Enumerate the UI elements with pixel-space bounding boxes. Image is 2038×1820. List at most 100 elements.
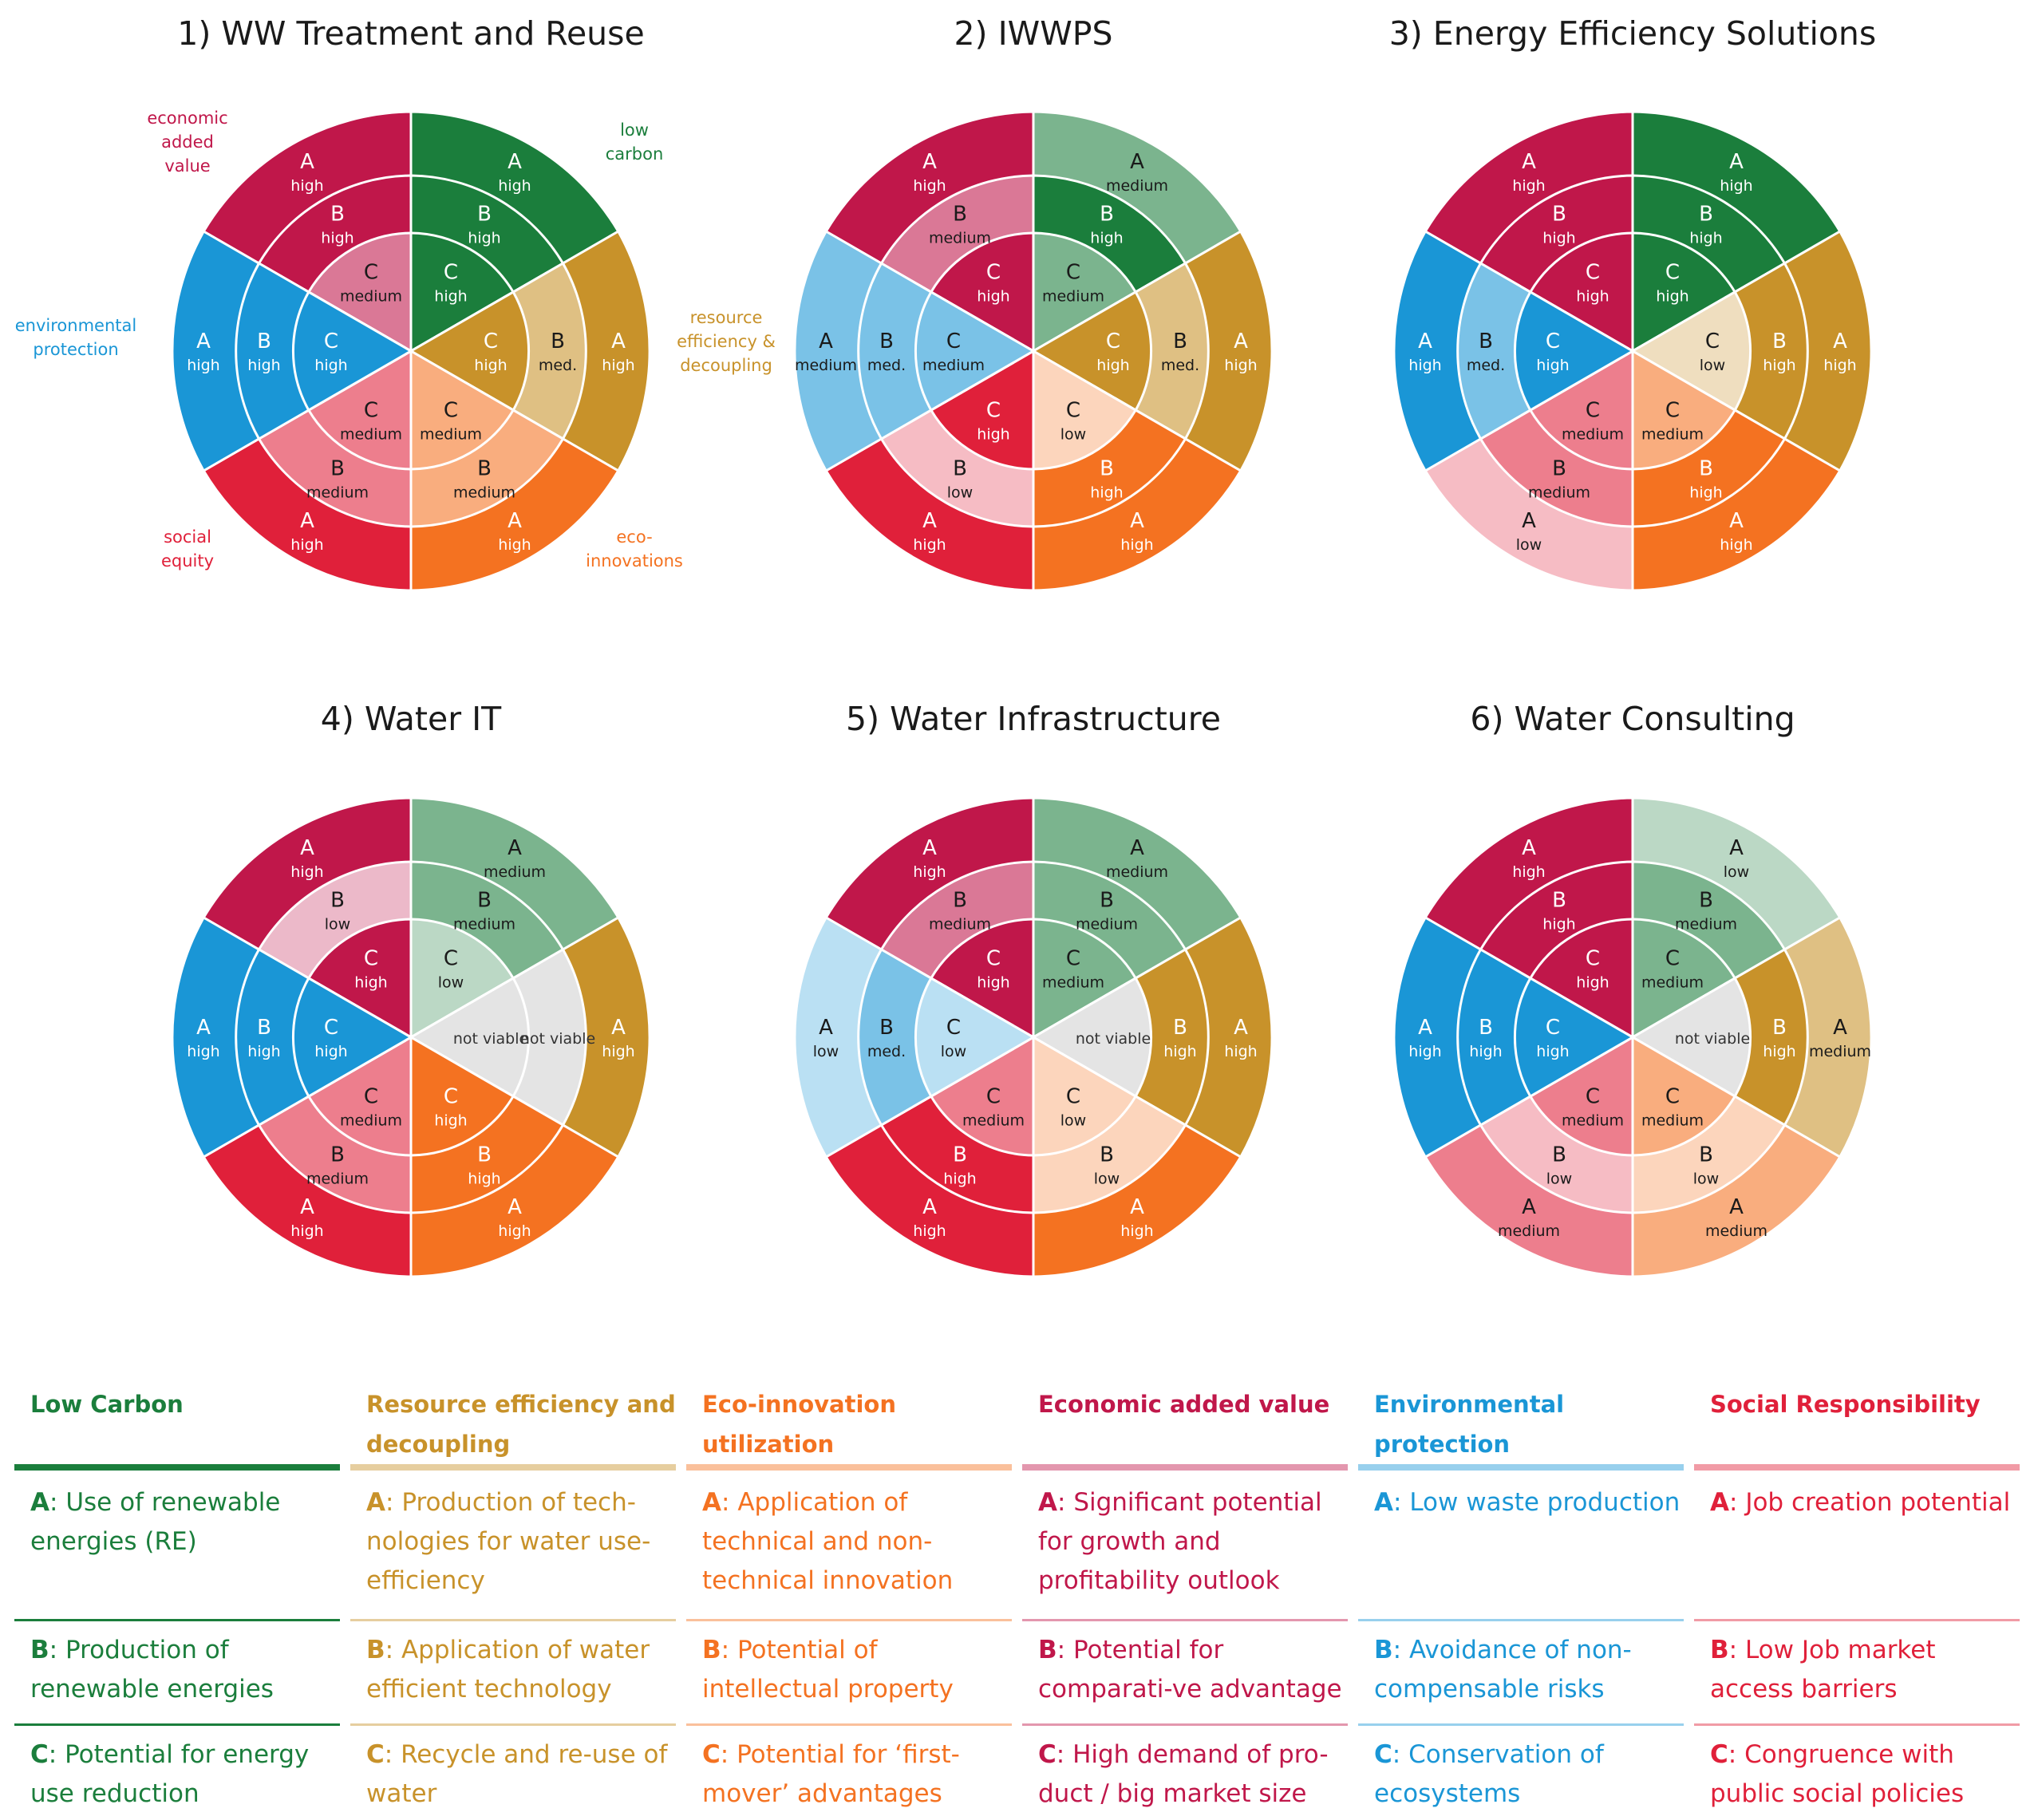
segment-letter: B (1699, 1143, 1713, 1167)
category-label-resource: resource efficiency & decoupling (677, 308, 776, 375)
legend-letter: C (1374, 1740, 1392, 1769)
segment-letter: A (508, 150, 522, 174)
petal-segment-c (1631, 918, 1737, 1040)
segment-level: high (247, 357, 280, 374)
legend-text: Low Job market access barriers (1710, 1636, 1936, 1704)
segment-level: high (913, 863, 946, 881)
legend-letter: B (1374, 1636, 1393, 1664)
segment-letter: A (1729, 150, 1744, 174)
petal-resource (1629, 229, 1873, 473)
segment-level: low (1546, 1170, 1572, 1187)
segment-letter: B (330, 456, 345, 480)
petal-low-carbon (1032, 110, 1242, 353)
segment-level: medium (306, 484, 369, 501)
legend-item-a: A: Use of renewable energies (RE) (30, 1488, 281, 1556)
petal-segment-c (306, 349, 413, 471)
legend-letter: C (30, 1740, 49, 1769)
legend-letter: A (1038, 1488, 1057, 1517)
petal-segment-c (1032, 231, 1138, 353)
segment-level: medium (1641, 426, 1704, 444)
petal-segment-c (291, 976, 414, 1099)
segment-level: medium (1562, 426, 1624, 444)
legend-item-b: B: Production of renewable energies (30, 1636, 274, 1704)
segment-level: high (1096, 357, 1129, 374)
segment-level: high (1120, 536, 1153, 554)
segment-level: low (1060, 1112, 1086, 1130)
segment-letter: A (508, 509, 522, 533)
legend-letter: C (1710, 1740, 1728, 1769)
segment-letter: C (1705, 330, 1720, 353)
segment-level: med. (1467, 357, 1505, 374)
legend-item-a: A: Job creation potential (1710, 1488, 2011, 1517)
category-label-low-carbon: low carbon (606, 120, 664, 164)
segment-level: medium (1042, 973, 1104, 991)
segment-letter: C (1586, 1085, 1600, 1109)
segment-level: low (813, 1043, 839, 1060)
legend-rule (1694, 1464, 2020, 1471)
legend-item-b: B: Avoidance of non-compensable risks (1374, 1636, 1632, 1704)
segment-level: high (977, 426, 1009, 444)
segment-level: high (187, 1043, 219, 1060)
segment-level: medium (795, 357, 857, 374)
petal-economic (202, 110, 413, 353)
segment-level: high (1576, 973, 1609, 991)
segment-level: high (1536, 357, 1569, 374)
segment-level: medium (1705, 1222, 1767, 1240)
petal-segment-c (929, 349, 1035, 471)
segment-letter: C (986, 399, 1001, 423)
segment-level: high (434, 1112, 467, 1130)
segment-letter: A (922, 1195, 937, 1219)
segment-letter: A (1522, 150, 1536, 174)
segment-level: low (941, 1043, 966, 1060)
petal-resource (408, 915, 651, 1159)
segment-level: not viable (1675, 1030, 1750, 1048)
segment-letter: C (946, 330, 961, 353)
legend-column-low-carbon: Low Carbon A: Use of renewable energies … (14, 1384, 340, 1820)
legend-letter: B (702, 1636, 721, 1664)
flower-title: 2) IWWPS (954, 14, 1112, 53)
category-label-social: social equity (161, 527, 214, 570)
legend-text: Production of tech-nologies for water us… (366, 1488, 651, 1595)
segment-level: not viable (453, 1030, 528, 1048)
legend-rule (1358, 1464, 1684, 1471)
petal-segment-c (1513, 976, 1636, 1099)
legend-text: Conservation of ecosystems (1374, 1740, 1604, 1808)
petal-segment-c (929, 231, 1035, 353)
segment-level: low (325, 916, 350, 934)
segment-level: high (1823, 357, 1856, 374)
segment-level: high (314, 357, 347, 374)
segment-letter: A (1729, 509, 1744, 533)
petal-segment-c (408, 290, 531, 413)
legend-heading: Resource efficiency and decoupling (366, 1391, 676, 1458)
segment-letter: C (1066, 399, 1080, 423)
legend-item-c: C: Potential for energy use reduction (30, 1740, 310, 1808)
legend-rule (686, 1464, 1012, 1471)
petal-segment-c (1631, 1035, 1737, 1157)
legend-text: Potential for comparati-ve advantage (1038, 1636, 1342, 1704)
segment-level: medium (484, 863, 546, 881)
legend-text: Potential of intellectual property (702, 1636, 954, 1704)
petal-environmental (793, 229, 1037, 473)
segment-level: med. (867, 357, 906, 374)
flower-title: 5) Water Infrastructure (846, 700, 1221, 738)
legend-letter: C (702, 1740, 721, 1769)
segment-level: high (1163, 1043, 1196, 1060)
petal-segment-c (1030, 976, 1153, 1099)
segment-level: medium (1106, 863, 1168, 881)
legend-text: Potential for energy use reduction (30, 1740, 310, 1808)
legend-text: Job creation potential (1745, 1488, 2011, 1517)
segment-level: medium (1498, 1222, 1560, 1240)
petal-segment-c (1631, 231, 1737, 353)
petal-resource (1629, 915, 1873, 1159)
segment-level: high (1469, 1043, 1502, 1060)
segment-level: not viable (520, 1030, 595, 1048)
segment-level: high (314, 1043, 347, 1060)
segment-level: high (290, 536, 323, 554)
segment-level: medium (962, 1112, 1025, 1130)
legend-letter: B (30, 1636, 49, 1664)
petal-social (1424, 1035, 1634, 1278)
legend-text: Significant potential for growth and pro… (1038, 1488, 1322, 1595)
